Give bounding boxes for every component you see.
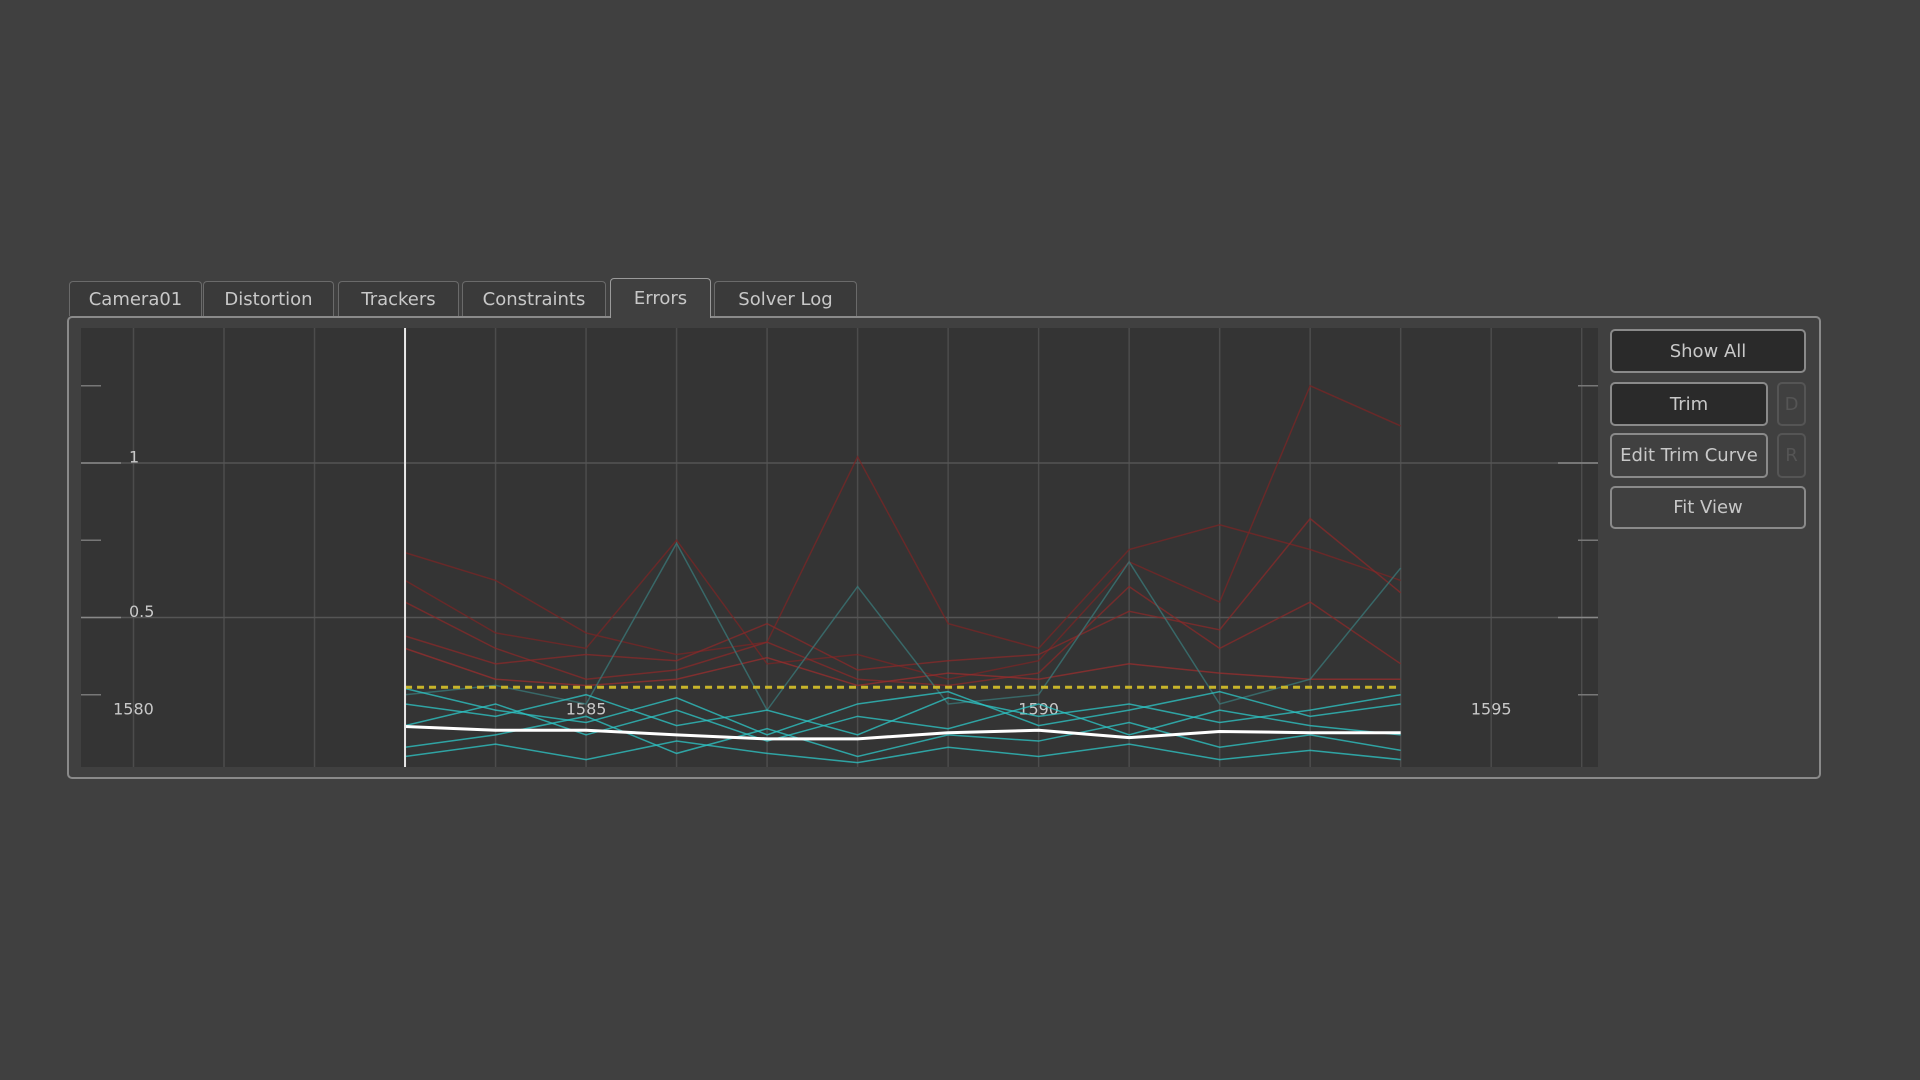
error-curve <box>404 455 1401 656</box>
error-curve <box>404 647 1401 687</box>
tab[interactable]: Constraints <box>462 281 606 316</box>
tab[interactable]: Errors <box>610 278 711 318</box>
errors-panel <box>67 316 1821 779</box>
y-tick-label: 0.5 <box>129 602 154 621</box>
plot-background <box>81 328 1598 767</box>
fit-view-button[interactable]: Fit View <box>1610 486 1806 529</box>
edit-trim-curve-button[interactable]: Edit Trim Curve <box>1610 433 1768 478</box>
x-tick-label: 1595 <box>1471 700 1512 719</box>
error-curve <box>404 715 1401 758</box>
error-curve <box>404 740 1401 764</box>
trim-button[interactable]: Trim <box>1610 382 1768 426</box>
x-tick-label: 1580 <box>113 700 154 719</box>
tab[interactable]: Camera01 <box>69 281 202 316</box>
show-all-button[interactable]: Show All <box>1610 329 1806 373</box>
error-curve <box>404 384 1401 681</box>
tab[interactable]: Trackers <box>338 281 459 316</box>
y-tick-label: 1 <box>129 448 139 467</box>
error-curve <box>404 541 1402 712</box>
tab[interactable]: Solver Log <box>714 281 857 316</box>
error-curve <box>404 725 1401 741</box>
error-curve <box>404 585 1402 687</box>
error-curve <box>404 687 1401 736</box>
tab[interactable]: Distortion <box>203 281 334 316</box>
x-tick-label: 1585 <box>566 700 607 719</box>
trim-key[interactable]: D <box>1777 382 1806 426</box>
error-curve <box>404 517 1402 671</box>
error-curve <box>404 693 1401 736</box>
edit-key[interactable]: R <box>1777 433 1806 478</box>
